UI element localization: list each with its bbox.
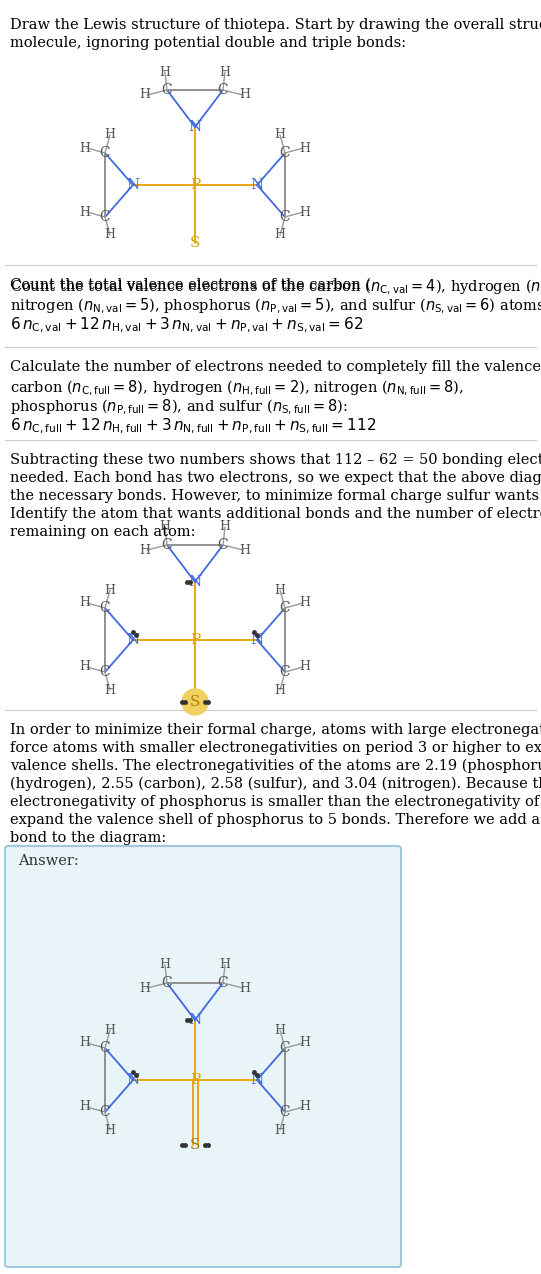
Text: C: C bbox=[280, 1105, 291, 1119]
Text: C: C bbox=[217, 976, 228, 990]
Text: C: C bbox=[162, 976, 173, 990]
Text: Identify the atom that wants additional bonds and the number of electrons: Identify the atom that wants additional … bbox=[10, 507, 541, 521]
Text: Count the total valence electrons of the carbon (: Count the total valence electrons of the… bbox=[10, 278, 371, 292]
Text: remaining on each atom:: remaining on each atom: bbox=[10, 525, 195, 539]
Text: Subtracting these two numbers shows that 112 – 62 = 50 bonding electrons are: Subtracting these two numbers shows that… bbox=[10, 454, 541, 468]
Text: C: C bbox=[100, 1041, 110, 1055]
Text: H: H bbox=[104, 683, 115, 697]
Text: H: H bbox=[104, 1023, 115, 1037]
Text: Calculate the number of electrons needed to completely fill the valence shells f: Calculate the number of electrons needed… bbox=[10, 361, 541, 375]
Text: C: C bbox=[100, 601, 110, 615]
Text: N: N bbox=[250, 178, 263, 192]
Text: H: H bbox=[80, 1037, 90, 1050]
Text: H: H bbox=[300, 141, 311, 154]
Text: (hydrogen), 2.55 (carbon), 2.58 (sulfur), and 3.04 (nitrogen). Because the: (hydrogen), 2.55 (carbon), 2.58 (sulfur)… bbox=[10, 777, 541, 791]
Text: H: H bbox=[140, 981, 150, 995]
Text: C: C bbox=[280, 601, 291, 615]
Text: H: H bbox=[220, 958, 230, 972]
Text: C: C bbox=[100, 147, 110, 161]
Text: Draw the Lewis structure of thiotepa. Start by drawing the overall structure of : Draw the Lewis structure of thiotepa. St… bbox=[10, 18, 541, 32]
Text: bond to the diagram:: bond to the diagram: bbox=[10, 831, 166, 845]
Text: H: H bbox=[80, 205, 90, 219]
Text: C: C bbox=[217, 83, 228, 97]
Text: C: C bbox=[162, 83, 173, 97]
Text: expand the valence shell of phosphorus to 5 bonds. Therefore we add a total of 1: expand the valence shell of phosphorus t… bbox=[10, 813, 541, 827]
Text: H: H bbox=[240, 88, 250, 102]
Text: H: H bbox=[80, 141, 90, 154]
Text: S: S bbox=[190, 696, 200, 710]
Text: N: N bbox=[188, 1013, 202, 1027]
Text: phosphorus ($n_{\rm P,full}=8$), and sulfur ($n_{\rm S,full}=8$):: phosphorus ($n_{\rm P,full}=8$), and sul… bbox=[10, 397, 348, 418]
Text: C: C bbox=[162, 538, 173, 552]
Text: C: C bbox=[280, 210, 291, 224]
Text: H: H bbox=[104, 583, 115, 596]
Text: the necessary bonds. However, to minimize formal charge sulfur wants 2 bonds.: the necessary bonds. However, to minimiz… bbox=[10, 489, 541, 503]
Text: force atoms with smaller electronegativities on period 3 or higher to expand the: force atoms with smaller electronegativi… bbox=[10, 741, 541, 755]
Text: H: H bbox=[300, 205, 311, 219]
Text: H: H bbox=[220, 65, 230, 79]
Text: H: H bbox=[160, 521, 170, 534]
Text: C: C bbox=[100, 210, 110, 224]
Text: $6\,n_{\rm C,val}+12\,n_{\rm H,val}+3\,n_{\rm N,val}+n_{\rm P,val}+n_{\rm S,val}: $6\,n_{\rm C,val}+12\,n_{\rm H,val}+3\,n… bbox=[10, 316, 364, 335]
Text: N: N bbox=[188, 575, 202, 589]
Text: S: S bbox=[190, 1138, 200, 1152]
Text: H: H bbox=[240, 544, 250, 557]
Text: N: N bbox=[250, 1073, 263, 1087]
Text: N: N bbox=[250, 633, 263, 647]
Text: H: H bbox=[104, 129, 115, 141]
Text: H: H bbox=[104, 1124, 115, 1136]
Text: H: H bbox=[300, 1037, 311, 1050]
Text: H: H bbox=[80, 660, 90, 674]
Text: H: H bbox=[240, 981, 250, 995]
Text: H: H bbox=[104, 228, 115, 242]
Text: Answer:: Answer: bbox=[18, 854, 79, 868]
Text: H: H bbox=[274, 583, 286, 596]
Text: N: N bbox=[127, 1073, 140, 1087]
Text: C: C bbox=[100, 1105, 110, 1119]
Text: H: H bbox=[274, 228, 286, 242]
Text: H: H bbox=[160, 958, 170, 972]
Text: H: H bbox=[274, 1023, 286, 1037]
Text: P: P bbox=[190, 178, 200, 192]
Text: N: N bbox=[127, 178, 140, 192]
Text: P: P bbox=[190, 633, 200, 647]
Text: carbon ($n_{\rm C,full}=8$), hydrogen ($n_{\rm H,full}=2$), nitrogen ($n_{\rm N,: carbon ($n_{\rm C,full}=8$), hydrogen ($… bbox=[10, 378, 464, 399]
Text: electronegativity of phosphorus is smaller than the electronegativity of sulfur,: electronegativity of phosphorus is small… bbox=[10, 795, 541, 809]
Text: C: C bbox=[280, 147, 291, 161]
Text: needed. Each bond has two electrons, so we expect that the above diagram has all: needed. Each bond has two electrons, so … bbox=[10, 471, 541, 485]
Text: molecule, ignoring potential double and triple bonds:: molecule, ignoring potential double and … bbox=[10, 36, 406, 50]
Text: nitrogen ($n_{\rm N,val}=5$), phosphorus ($n_{\rm P,val}=5$), and sulfur ($n_{\r: nitrogen ($n_{\rm N,val}=5$), phosphorus… bbox=[10, 297, 541, 316]
Text: C: C bbox=[217, 538, 228, 552]
Text: H: H bbox=[80, 596, 90, 609]
Text: H: H bbox=[80, 1101, 90, 1113]
Text: H: H bbox=[140, 544, 150, 557]
Text: Count the total valence electrons of the carbon ($n_{\rm C,val}=4$), hydrogen ($: Count the total valence electrons of the… bbox=[10, 278, 541, 297]
Text: H: H bbox=[140, 88, 150, 102]
Text: H: H bbox=[300, 596, 311, 609]
Text: H: H bbox=[300, 660, 311, 674]
Text: N: N bbox=[188, 120, 202, 134]
Text: H: H bbox=[274, 683, 286, 697]
Text: $6\,n_{\rm C,full}+12\,n_{\rm H,full}+3\,n_{\rm N,full}+n_{\rm P,full}+n_{\rm S,: $6\,n_{\rm C,full}+12\,n_{\rm H,full}+3\… bbox=[10, 417, 377, 436]
Text: C: C bbox=[100, 665, 110, 679]
Text: H: H bbox=[160, 65, 170, 79]
Text: H: H bbox=[274, 1124, 286, 1136]
Text: H: H bbox=[274, 129, 286, 141]
Text: S: S bbox=[190, 236, 200, 250]
Text: C: C bbox=[280, 1041, 291, 1055]
Text: H: H bbox=[300, 1101, 311, 1113]
Text: H: H bbox=[220, 521, 230, 534]
Text: N: N bbox=[127, 633, 140, 647]
Circle shape bbox=[182, 689, 208, 715]
Text: In order to minimize their formal charge, atoms with large electronegativities c: In order to minimize their formal charge… bbox=[10, 724, 541, 736]
Text: P: P bbox=[190, 1073, 200, 1087]
Text: valence shells. The electronegativities of the atoms are 2.19 (phosphorus), 2.20: valence shells. The electronegativities … bbox=[10, 759, 541, 773]
Text: C: C bbox=[280, 665, 291, 679]
FancyBboxPatch shape bbox=[5, 846, 401, 1268]
